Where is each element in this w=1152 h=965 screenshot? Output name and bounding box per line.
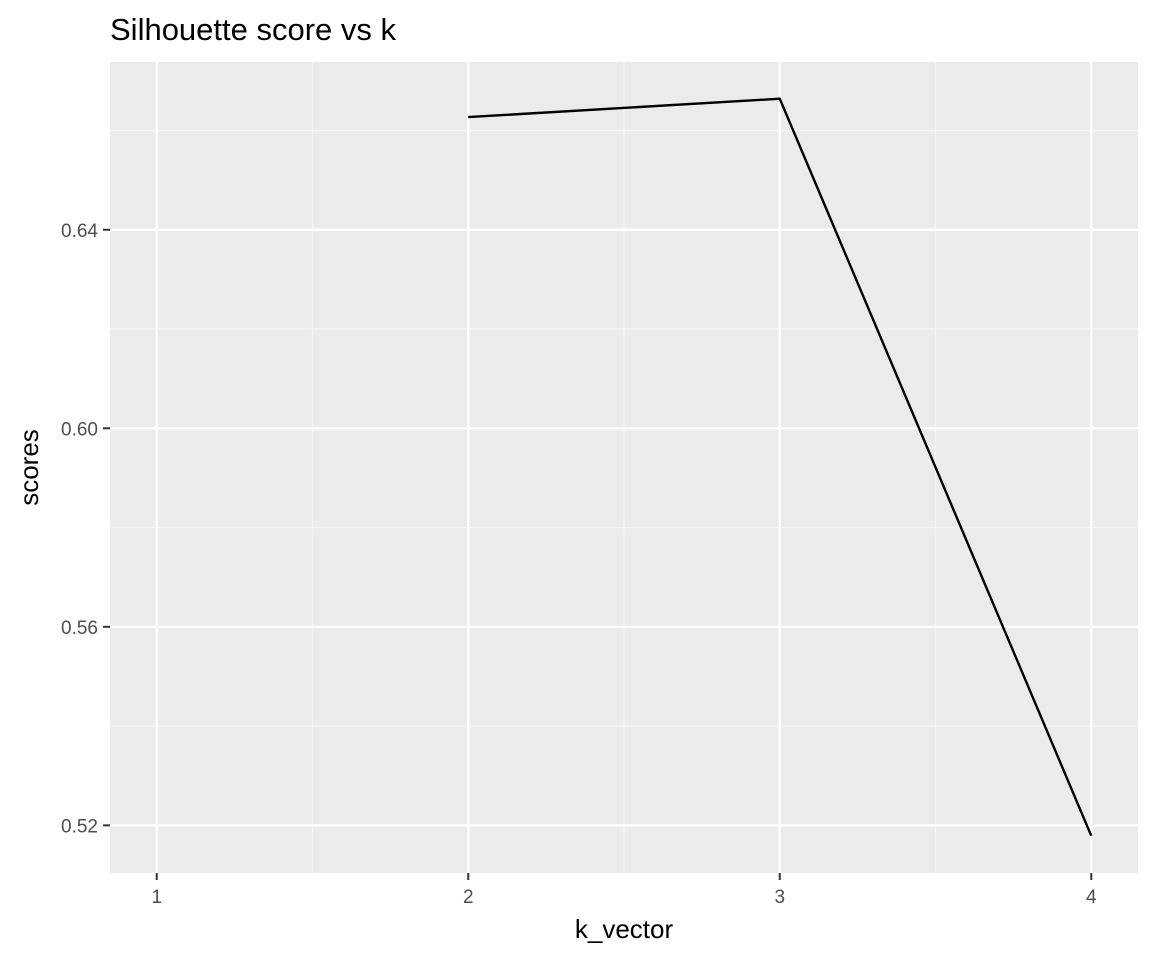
- y-tick-label: 0.60: [61, 419, 98, 440]
- x-tick-label: 2: [463, 887, 474, 908]
- y-axis: 0.52 0.56 0.60 0.64: [61, 221, 110, 837]
- series-layer: [468, 97, 1093, 837]
- x-tick-label: 1: [151, 887, 162, 908]
- y-axis-title: scores: [14, 429, 44, 506]
- major-gridlines: [110, 62, 1138, 873]
- x-axis: 1 2 3 4: [151, 873, 1097, 908]
- score-line: [468, 97, 1093, 837]
- y-tick-label: 0.56: [61, 618, 98, 639]
- chart-title: Silhouette score vs k: [110, 12, 397, 47]
- x-tick-label: 4: [1086, 887, 1097, 908]
- y-tick-label: 0.64: [61, 221, 98, 242]
- x-tick-label: 3: [774, 887, 785, 908]
- x-axis-title: k_vector: [575, 914, 674, 944]
- y-tick-label: 0.52: [61, 816, 98, 837]
